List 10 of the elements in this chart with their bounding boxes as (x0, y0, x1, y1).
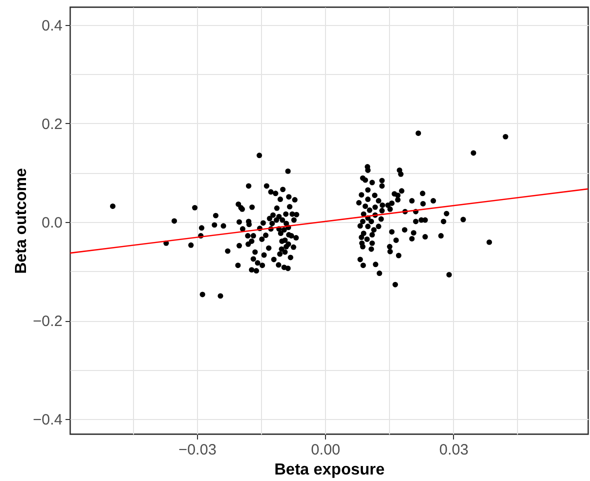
x-axis-title: Beta exposure (274, 462, 385, 478)
x-tick-label: 0.00 (311, 442, 340, 458)
y-tick-label: −0.2 (32, 313, 62, 330)
x-tick-label: 0.03 (439, 442, 468, 458)
y-tick-label: 0.0 (42, 214, 62, 232)
y-tick-label: 0.2 (42, 116, 62, 133)
y-axis-title: Beta outcome (12, 168, 30, 274)
y-tick-label: −0.4 (32, 412, 62, 429)
y-tick-label: 0.4 (42, 17, 62, 34)
x-tick-label: −0.03 (178, 442, 216, 458)
